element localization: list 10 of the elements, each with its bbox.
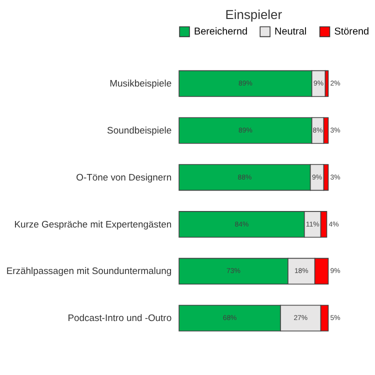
y-tick-label: Podcast-Intro und -Outro: [68, 313, 172, 324]
legend-label: Störend: [334, 26, 370, 38]
y-tick-label: Soundbeispiele: [107, 125, 172, 136]
y-tick-label: Erzählpassagen mit Sounduntermalung: [6, 266, 172, 278]
legend-label: Bereichernd: [194, 26, 248, 38]
legend-label: Neutral: [274, 26, 307, 38]
y-tick-label: Musikbeispiele: [110, 78, 172, 90]
chart-title: Einspieler: [225, 6, 283, 22]
y-tick-label: Kurze Gespräche mit Expertengästen: [14, 219, 172, 230]
y-tick-label: O-Töne von Designern: [76, 172, 172, 184]
